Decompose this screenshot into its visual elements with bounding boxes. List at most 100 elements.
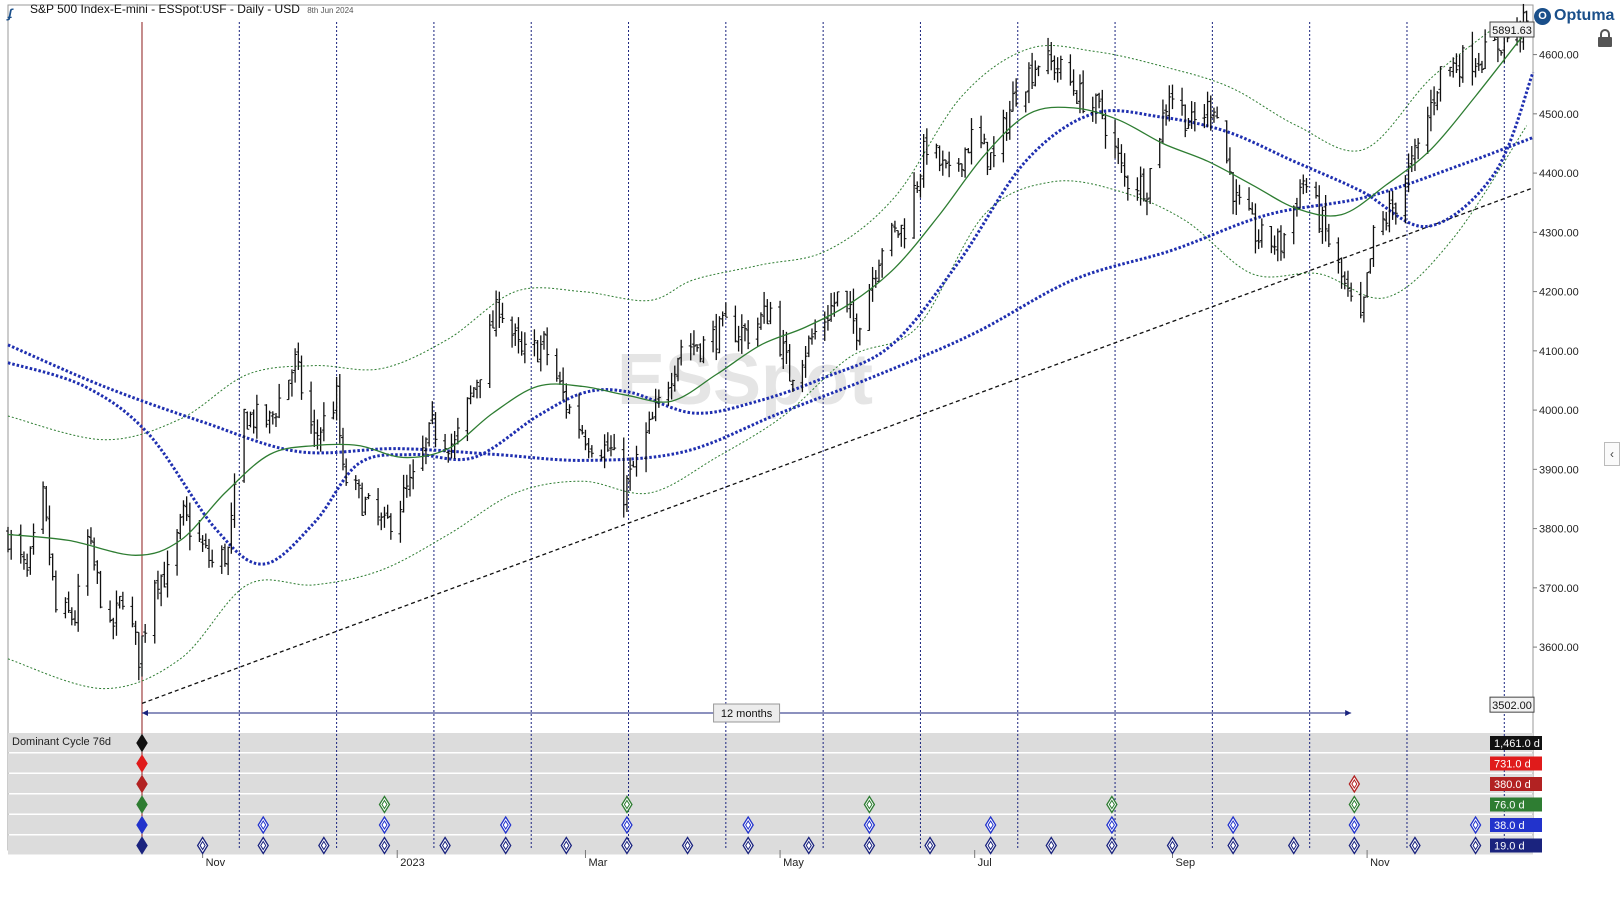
cycle-row-bg [8, 835, 1533, 855]
cycle-marker [863, 815, 876, 835]
last-price-label-box [1489, 21, 1535, 38]
cycle-label-box [1490, 838, 1542, 853]
cycle-marker [257, 836, 269, 855]
y-tick-label: 3900.00 [1539, 464, 1579, 476]
cycle-marker [136, 754, 148, 773]
cycle-marker-inner [866, 840, 873, 851]
cycle-marker [621, 795, 633, 814]
cycle-marker [681, 836, 694, 855]
cycle-marker [136, 774, 148, 794]
function-icon[interactable]: ʄ [8, 6, 13, 21]
y-tick-label: 3700.00 [1539, 583, 1579, 595]
cycle-marker [1409, 836, 1421, 855]
cycle-marker-inner [320, 840, 327, 851]
cycle-marker [1287, 836, 1300, 855]
optuma-logo-icon: O [1534, 7, 1551, 25]
cycle-marker-inner [1351, 799, 1358, 810]
cycle-label: 731.0 d [1494, 759, 1531, 771]
cycle-marker-inner [1169, 840, 1176, 851]
last-price-label: 5891.63 [1492, 25, 1532, 37]
cycle-marker [984, 815, 997, 835]
optuma-logo: O Optuma [1534, 5, 1620, 27]
cycle-marker [499, 836, 512, 855]
watermark: ESSpot [617, 340, 873, 420]
cycle-label-box [1490, 736, 1542, 750]
cycle-marker-inner [684, 840, 691, 851]
cycle-marker [1348, 774, 1361, 794]
cycle-marker-inner [381, 820, 388, 830]
measure-label-box [713, 703, 781, 723]
cycle-row-bg [8, 753, 1533, 773]
fast-moving-average [7, 71, 1535, 566]
cycle-marker-inner [1351, 779, 1358, 789]
chart-date: 8th Jun 2024 [307, 6, 354, 15]
cycle-row-bg [8, 733, 1533, 752]
brand-name: Optuma [1554, 7, 1615, 24]
cycle-label-box [1490, 818, 1542, 832]
cycle-marker [378, 815, 391, 835]
cycle-marker [136, 836, 148, 855]
cycle-marker [196, 836, 209, 855]
cycle-marker-inner [441, 840, 449, 851]
measure-arrow-left [141, 710, 148, 716]
cycle-marker [1469, 836, 1482, 855]
cycle-marker-inner [1472, 820, 1479, 830]
cycle-marker-inner [381, 799, 388, 810]
cycle-marker-inner [1230, 820, 1237, 830]
cycle-marker-inner [260, 820, 267, 830]
cycle-marker-inner [381, 840, 388, 851]
cycle-marker [742, 815, 754, 835]
y-tick-label: 4600.00 [1539, 50, 1579, 62]
cycle-marker [1348, 836, 1361, 855]
cycle-marker-inner [1108, 840, 1115, 851]
cycle-marker-inner [745, 840, 752, 851]
cycle-marker [1348, 815, 1361, 835]
cycle-marker [136, 733, 148, 753]
x-tick-label: May [783, 857, 804, 869]
cycle-marker [863, 795, 876, 814]
cycle-marker-inner [745, 820, 752, 830]
cycle-marker [560, 836, 573, 855]
lock-icon[interactable] [1596, 28, 1614, 48]
cycle-marker [1227, 836, 1239, 855]
low-price-label: 3502.00 [1492, 700, 1532, 712]
cycle-marker [924, 836, 936, 855]
cycle-row-bg [8, 774, 1533, 793]
cycle-label: 76.0 d [1494, 800, 1525, 812]
cycle-marker-inner [199, 840, 206, 851]
cycle-marker-inner [1108, 820, 1115, 830]
y-tick-label: 4400.00 [1539, 168, 1579, 180]
y-tick-label: 3600.00 [1539, 642, 1579, 654]
cycle-panel-title: Dominant Cycle 76d [12, 736, 111, 748]
y-tick-label: 4300.00 [1539, 227, 1579, 239]
cycle-marker [1166, 836, 1179, 855]
cycle-marker [378, 836, 391, 855]
cycle-marker [621, 836, 633, 855]
slow-moving-average [7, 136, 1534, 462]
cycle-marker [1348, 795, 1361, 814]
simple-moving-average [7, 30, 1528, 556]
chevron-left-icon[interactable]: ‹ [1604, 442, 1620, 466]
cycle-marker [863, 836, 876, 855]
cycle-marker-inner [1290, 840, 1297, 851]
cycle-marker-inner [987, 820, 994, 830]
cycle-marker [742, 836, 754, 855]
x-tick-label: Jul [978, 857, 992, 869]
cycle-marker [378, 795, 391, 814]
trendline [141, 187, 1534, 704]
cycle-label: 1,461.0 d [1494, 738, 1540, 750]
cycle-marker-inner [623, 840, 631, 851]
cycle-marker [1106, 836, 1118, 855]
cycle-marker [1469, 815, 1482, 835]
cycle-marker [1045, 836, 1058, 855]
cycle-marker-inner [1048, 840, 1055, 851]
cycle-marker-inner [1108, 799, 1115, 810]
cycle-marker [984, 836, 997, 855]
cycle-marker-inner [502, 840, 509, 851]
cycle-marker-inner [1351, 820, 1358, 830]
cycle-marker [136, 815, 148, 835]
cycle-marker-inner [926, 840, 934, 851]
cycle-row-bg [8, 815, 1533, 834]
